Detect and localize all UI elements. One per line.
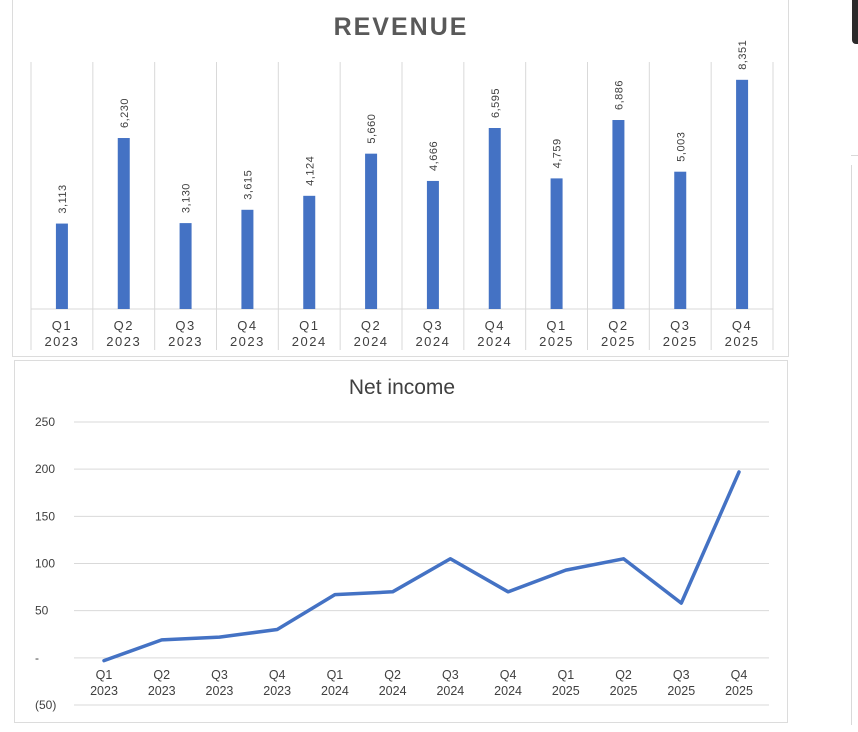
revenue-x-tick-label: Q3 — [670, 318, 690, 333]
revenue-x-tick-label: Q1 — [299, 318, 319, 333]
revenue-x-tick-label: 2025 — [725, 334, 760, 349]
revenue-x-tick-label: Q3 — [175, 318, 195, 333]
revenue-bar — [674, 171, 687, 309]
net-income-y-tick-label: - — [35, 651, 39, 665]
net-income-x-tick-label: 2025 — [610, 684, 638, 698]
revenue-data-label: 3,113 — [57, 184, 69, 213]
revenue-x-tick-label: Q4 — [485, 318, 505, 333]
revenue-x-tick-label: Q4 — [732, 318, 752, 333]
net-income-x-tick-label: Q2 — [615, 668, 632, 682]
revenue-x-tick-label: 2024 — [354, 334, 389, 349]
net-income-y-tick-label: 100 — [35, 557, 55, 571]
revenue-x-tick-label: 2025 — [663, 334, 698, 349]
net-income-x-tick-label: 2024 — [379, 684, 407, 698]
net-income-x-tick-label: Q2 — [384, 668, 401, 682]
net-income-x-tick-label: Q4 — [269, 668, 286, 682]
revenue-data-label: 6,230 — [119, 98, 131, 128]
revenue-bar — [426, 180, 439, 309]
revenue-x-tick-label: 2023 — [44, 334, 79, 349]
revenue-x-tick-label: 2023 — [230, 334, 265, 349]
revenue-x-tick-label: 2024 — [415, 334, 450, 349]
revenue-chart-title: REVENUE — [334, 13, 469, 41]
net-income-x-tick-label: 2024 — [494, 684, 522, 698]
net-income-x-tick-label: 2025 — [667, 684, 695, 698]
net-income-x-tick-label: 2023 — [90, 684, 118, 698]
revenue-x-tick-label: Q2 — [608, 318, 628, 333]
revenue-data-label: 8,351 — [737, 40, 749, 70]
net-income-x-tick-label: Q1 — [327, 668, 344, 682]
revenue-bar — [612, 120, 625, 310]
net-income-x-tick-label: 2024 — [436, 684, 464, 698]
revenue-x-tick-label: 2025 — [601, 334, 636, 349]
net-income-x-tick-label: 2025 — [725, 684, 753, 698]
revenue-x-tick-label: 2023 — [168, 334, 203, 349]
revenue-x-tick-label: Q2 — [114, 318, 134, 333]
adjacent-window-corner — [852, 0, 858, 44]
revenue-bar — [117, 138, 130, 309]
revenue-x-tick-label: 2023 — [106, 334, 141, 349]
net-income-y-tick-label: 250 — [35, 415, 55, 429]
net-income-x-tick-label: Q3 — [211, 668, 228, 682]
revenue-bar — [241, 209, 254, 309]
revenue-data-label: 4,759 — [552, 138, 564, 168]
revenue-x-tick-label: Q3 — [423, 318, 443, 333]
revenue-bar — [55, 223, 68, 309]
net-income-x-tick-label: Q3 — [442, 668, 459, 682]
net-income-x-tick-label: 2023 — [206, 684, 234, 698]
revenue-data-label: 6,595 — [490, 88, 502, 118]
adjacent-window-border — [851, 165, 852, 725]
revenue-chart-panel: REVENUE 3,113 Q1 2023 6,230 Q2 2023 3,130 Q3 202… — [12, 0, 789, 357]
revenue-x-tick-label: 2024 — [477, 334, 512, 349]
revenue-data-label: 3,130 — [181, 183, 193, 213]
revenue-data-label: 4,666 — [428, 141, 440, 171]
net-income-x-tick-label: 2024 — [321, 684, 349, 698]
net-income-chart-title: Net income — [349, 376, 455, 399]
revenue-bar — [550, 178, 563, 309]
revenue-bar — [179, 223, 192, 309]
revenue-x-tick-label: Q2 — [361, 318, 381, 333]
net-income-x-tick-label: Q4 — [731, 668, 748, 682]
revenue-x-tick-label: Q4 — [237, 318, 257, 333]
revenue-bar — [365, 153, 378, 309]
net-income-series-line — [102, 470, 741, 663]
net-income-y-tick-label: 150 — [35, 509, 55, 523]
revenue-x-tick-label: Q1 — [52, 318, 72, 333]
adjacent-window-border-top — [851, 155, 858, 156]
net-income-x-tick-label: 2023 — [148, 684, 176, 698]
revenue-data-label: 3,615 — [242, 170, 254, 200]
net-income-x-tick-label: Q1 — [557, 668, 574, 682]
net-income-x-tick-label: Q4 — [500, 668, 517, 682]
revenue-x-tick-label: Q1 — [546, 318, 566, 333]
revenue-data-label: 5,660 — [366, 114, 378, 144]
revenue-data-label: 5,003 — [675, 132, 687, 162]
net-income-x-tick-label: Q1 — [96, 668, 113, 682]
net-income-chart: Net income (50) - 50 100 150 200 250 Q1 2023 Q2 20… — [35, 376, 769, 712]
net-income-chart-panel: Net income (50) - 50 100 150 200 250 Q1 2023 Q2 20… — [14, 360, 788, 723]
net-income-y-tick-label: 200 — [35, 462, 55, 476]
revenue-chart: REVENUE 3,113Q120236,230Q220233,130Q3202… — [30, 13, 774, 350]
revenue-bar — [736, 79, 749, 309]
net-income-y-tick-label: 50 — [35, 604, 49, 618]
net-income-x-tick-label: Q2 — [153, 668, 170, 682]
net-income-y-tick-label: (50) — [35, 698, 56, 712]
revenue-x-tick-label: 2025 — [539, 334, 574, 349]
revenue-bar — [303, 195, 316, 309]
net-income-x-tick-label: 2023 — [263, 684, 291, 698]
revenue-x-tick-label: 2024 — [292, 334, 327, 349]
revenue-data-label: 4,124 — [304, 156, 316, 186]
revenue-data-label: 6,886 — [613, 80, 625, 110]
net-income-x-tick-label: Q3 — [673, 668, 690, 682]
net-income-x-tick-label: 2025 — [552, 684, 580, 698]
revenue-bar — [488, 128, 501, 309]
